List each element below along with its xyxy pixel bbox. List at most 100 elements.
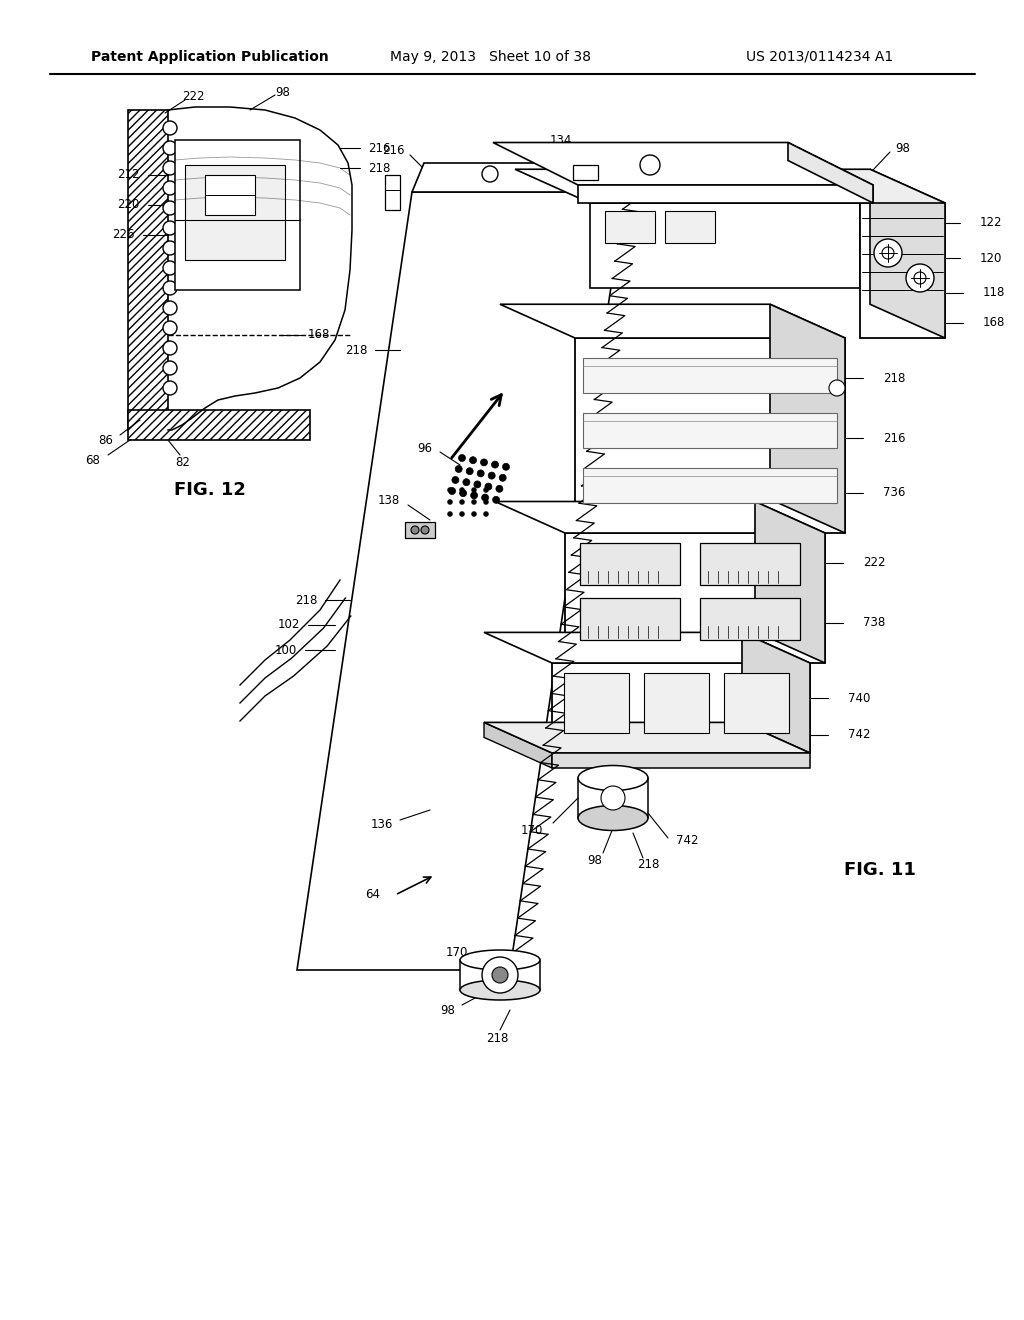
Polygon shape (742, 632, 810, 752)
Polygon shape (385, 176, 400, 210)
Polygon shape (605, 211, 655, 243)
Text: 120: 120 (980, 252, 1002, 264)
Circle shape (483, 487, 488, 492)
Polygon shape (515, 169, 860, 203)
Circle shape (456, 466, 462, 473)
Polygon shape (500, 304, 845, 338)
Circle shape (471, 511, 476, 516)
Circle shape (471, 487, 476, 492)
Polygon shape (460, 960, 540, 990)
Polygon shape (788, 143, 873, 203)
Polygon shape (565, 533, 825, 663)
Text: 100: 100 (274, 644, 297, 656)
Circle shape (447, 511, 453, 516)
Polygon shape (495, 502, 825, 533)
Text: 222: 222 (863, 557, 886, 569)
Text: 170: 170 (520, 824, 543, 837)
Circle shape (483, 499, 488, 504)
Text: 68: 68 (85, 454, 100, 466)
Circle shape (421, 525, 429, 535)
Polygon shape (700, 543, 800, 585)
Text: 134: 134 (550, 133, 572, 147)
Text: 98: 98 (588, 854, 602, 866)
Polygon shape (590, 203, 860, 288)
Circle shape (163, 121, 177, 135)
Polygon shape (297, 191, 625, 970)
Text: 218: 218 (637, 858, 659, 871)
Circle shape (459, 454, 466, 462)
Polygon shape (564, 673, 629, 733)
Polygon shape (484, 632, 810, 663)
Text: May 9, 2013   Sheet 10 of 38: May 9, 2013 Sheet 10 of 38 (389, 50, 591, 63)
Text: 138: 138 (378, 494, 400, 507)
Circle shape (474, 480, 481, 488)
Circle shape (482, 957, 518, 993)
Text: 218: 218 (346, 343, 368, 356)
Circle shape (482, 166, 498, 182)
Polygon shape (406, 521, 435, 539)
Polygon shape (770, 304, 845, 533)
Ellipse shape (578, 805, 648, 830)
Circle shape (163, 381, 177, 395)
Text: 102: 102 (278, 619, 300, 631)
Circle shape (906, 264, 934, 292)
Polygon shape (205, 176, 255, 215)
Text: 168: 168 (983, 317, 1006, 330)
Circle shape (163, 321, 177, 335)
Circle shape (477, 470, 484, 477)
Text: 742: 742 (676, 834, 698, 847)
Polygon shape (755, 502, 825, 663)
Polygon shape (583, 469, 837, 503)
Polygon shape (578, 185, 873, 203)
Polygon shape (580, 598, 680, 640)
Text: 86: 86 (98, 433, 113, 446)
Circle shape (483, 511, 488, 516)
Circle shape (469, 457, 476, 463)
Circle shape (163, 281, 177, 294)
Circle shape (466, 467, 473, 475)
Polygon shape (665, 211, 715, 243)
Circle shape (460, 499, 465, 504)
Circle shape (163, 242, 177, 255)
Circle shape (882, 247, 894, 259)
Circle shape (601, 785, 625, 810)
Circle shape (163, 220, 177, 235)
Polygon shape (412, 162, 638, 191)
Text: 82: 82 (175, 455, 190, 469)
Text: 168: 168 (308, 329, 331, 342)
Text: 118: 118 (983, 286, 1006, 300)
Polygon shape (870, 169, 945, 338)
Circle shape (874, 239, 902, 267)
Circle shape (481, 494, 488, 502)
Polygon shape (552, 752, 810, 768)
Text: FIG. 12: FIG. 12 (174, 480, 246, 499)
Polygon shape (128, 110, 168, 430)
Text: 64: 64 (365, 888, 380, 902)
Text: 742: 742 (848, 729, 870, 742)
Polygon shape (185, 165, 285, 260)
Polygon shape (785, 169, 945, 203)
Circle shape (492, 461, 499, 469)
Circle shape (503, 463, 510, 470)
Text: 740: 740 (848, 692, 870, 705)
Text: 216: 216 (383, 144, 406, 157)
Circle shape (447, 487, 453, 492)
Polygon shape (484, 722, 810, 752)
Text: 170: 170 (445, 945, 468, 958)
Text: 218: 218 (368, 161, 390, 174)
Circle shape (163, 141, 177, 154)
Circle shape (829, 380, 845, 396)
Ellipse shape (460, 950, 540, 970)
Circle shape (496, 486, 503, 492)
Polygon shape (128, 411, 310, 440)
Polygon shape (644, 673, 709, 733)
Text: 218: 218 (485, 1031, 508, 1044)
Circle shape (163, 360, 177, 375)
Polygon shape (583, 358, 837, 393)
Polygon shape (575, 338, 845, 533)
Text: 136: 136 (371, 818, 393, 832)
Circle shape (485, 483, 492, 490)
Circle shape (493, 496, 500, 503)
Circle shape (449, 487, 456, 495)
Circle shape (452, 477, 459, 483)
